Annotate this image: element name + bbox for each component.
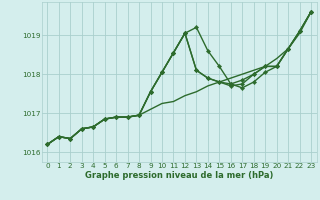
X-axis label: Graphe pression niveau de la mer (hPa): Graphe pression niveau de la mer (hPa)	[85, 171, 273, 180]
